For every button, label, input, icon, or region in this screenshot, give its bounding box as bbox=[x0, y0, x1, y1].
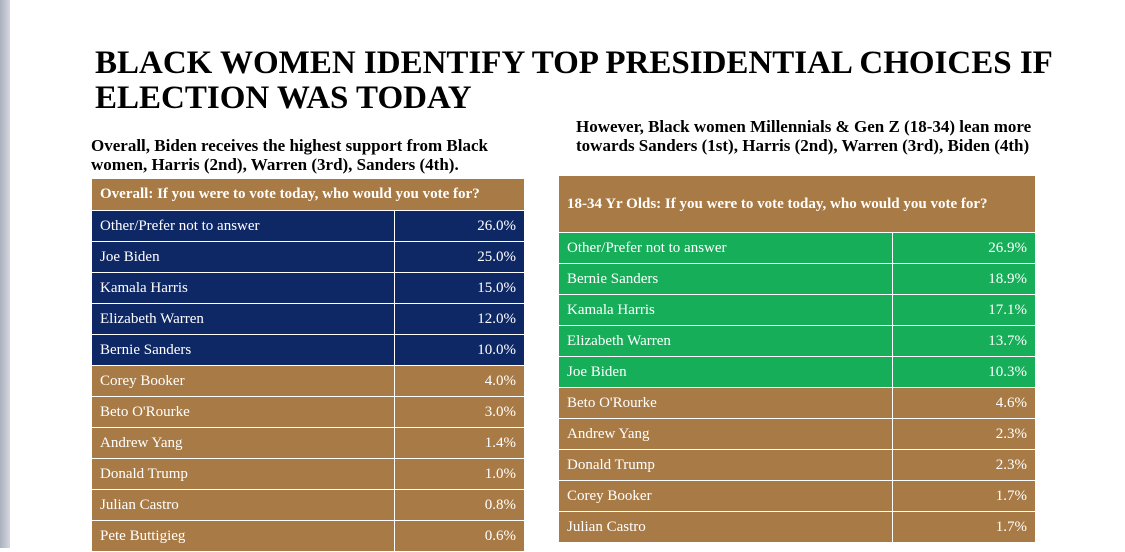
young-voters-poll-table: 18-34 Yr Olds: If you were to vote today… bbox=[558, 175, 1037, 543]
candidate-percent: 13.7% bbox=[891, 325, 1037, 357]
young-voters-table-header: 18-34 Yr Olds: If you were to vote today… bbox=[558, 175, 1036, 233]
candidate-name: Joe Biden bbox=[558, 356, 893, 388]
candidate-percent: 0.6% bbox=[393, 520, 526, 552]
candidate-name: Corey Booker bbox=[558, 480, 893, 512]
table-row: Kamala Harris 17.1% bbox=[558, 294, 1037, 326]
candidate-name: Joe Biden bbox=[91, 241, 395, 273]
candidate-name: Andrew Yang bbox=[91, 427, 395, 459]
candidate-percent: 2.3% bbox=[891, 449, 1037, 481]
candidate-name: Donald Trump bbox=[558, 449, 893, 481]
table-row: Corey Booker 4.0% bbox=[91, 365, 526, 397]
table-row: Julian Castro 0.8% bbox=[91, 489, 526, 521]
table-row: Donald Trump 2.3% bbox=[558, 449, 1037, 481]
table-header-row: Overall: If you were to vote today, who … bbox=[91, 178, 525, 211]
candidate-name: Bernie Sanders bbox=[558, 263, 893, 295]
candidate-name: Julian Castro bbox=[558, 511, 893, 543]
table-row: Andrew Yang 1.4% bbox=[91, 427, 526, 459]
candidate-percent: 4.6% bbox=[891, 387, 1037, 419]
candidate-name: Beto O'Rourke bbox=[558, 387, 893, 419]
candidate-name: Elizabeth Warren bbox=[558, 325, 893, 357]
candidate-percent: 1.0% bbox=[393, 458, 526, 490]
overall-poll-table: Overall: If you were to vote today, who … bbox=[91, 178, 526, 552]
table-row: Joe Biden 10.3% bbox=[558, 356, 1037, 388]
candidate-name: Bernie Sanders bbox=[91, 334, 395, 366]
table-row: Bernie Sanders 10.0% bbox=[91, 334, 526, 366]
candidate-name: Beto O'Rourke bbox=[91, 396, 395, 428]
table-row: Corey Booker 1.7% bbox=[558, 480, 1037, 512]
candidate-name: Pete Buttigieg bbox=[91, 520, 395, 552]
table-row: Bernie Sanders 18.9% bbox=[558, 263, 1037, 295]
candidate-percent: 26.0% bbox=[393, 210, 526, 242]
candidate-name: Donald Trump bbox=[91, 458, 395, 490]
candidate-percent: 17.1% bbox=[891, 294, 1037, 326]
table-header-row: 18-34 Yr Olds: If you were to vote today… bbox=[558, 175, 1036, 233]
candidate-name: Other/Prefer not to answer bbox=[91, 210, 395, 242]
candidate-percent: 10.0% bbox=[393, 334, 526, 366]
candidate-name: Other/Prefer not to answer bbox=[558, 232, 893, 264]
left-subtitle: Overall, Biden receives the highest supp… bbox=[91, 136, 488, 174]
candidate-name: Andrew Yang bbox=[558, 418, 893, 450]
candidate-percent: 26.9% bbox=[891, 232, 1037, 264]
table-row: Julian Castro 1.7% bbox=[558, 511, 1037, 543]
candidate-percent: 25.0% bbox=[393, 241, 526, 273]
candidate-percent: 10.3% bbox=[891, 356, 1037, 388]
table-row: Pete Buttigieg 0.6% bbox=[91, 520, 526, 552]
candidate-percent: 15.0% bbox=[393, 272, 526, 304]
table-row: Other/Prefer not to answer 26.9% bbox=[558, 232, 1037, 264]
candidate-name: Corey Booker bbox=[91, 365, 395, 397]
candidate-percent: 3.0% bbox=[393, 396, 526, 428]
candidate-name: Julian Castro bbox=[91, 489, 395, 521]
candidate-name: Kamala Harris bbox=[91, 272, 395, 304]
candidate-percent: 2.3% bbox=[891, 418, 1037, 450]
table-row: Elizabeth Warren 12.0% bbox=[91, 303, 526, 335]
table-row: Donald Trump 1.0% bbox=[91, 458, 526, 490]
table-row: Kamala Harris 15.0% bbox=[91, 272, 526, 304]
right-subtitle: However, Black women Millennials & Gen Z… bbox=[576, 117, 1032, 155]
overall-table-header: Overall: If you were to vote today, who … bbox=[91, 178, 525, 211]
table-row: Beto O'Rourke 3.0% bbox=[91, 396, 526, 428]
candidate-percent: 1.7% bbox=[891, 480, 1037, 512]
table-row: Other/Prefer not to answer 26.0% bbox=[91, 210, 526, 242]
candidate-percent: 1.4% bbox=[393, 427, 526, 459]
candidate-percent: 18.9% bbox=[891, 263, 1037, 295]
candidate-name: Elizabeth Warren bbox=[91, 303, 395, 335]
page-edge-shadow bbox=[0, 0, 10, 548]
candidate-percent: 4.0% bbox=[393, 365, 526, 397]
table-row: Elizabeth Warren 13.7% bbox=[558, 325, 1037, 357]
page-title: BLACK WOMEN IDENTIFY TOP PRESIDENTIAL CH… bbox=[95, 45, 1052, 116]
candidate-percent: 12.0% bbox=[393, 303, 526, 335]
table-row: Andrew Yang 2.3% bbox=[558, 418, 1037, 450]
candidate-name: Kamala Harris bbox=[558, 294, 893, 326]
candidate-percent: 0.8% bbox=[393, 489, 526, 521]
table-row: Beto O'Rourke 4.6% bbox=[558, 387, 1037, 419]
candidate-percent: 1.7% bbox=[891, 511, 1037, 543]
table-row: Joe Biden 25.0% bbox=[91, 241, 526, 273]
